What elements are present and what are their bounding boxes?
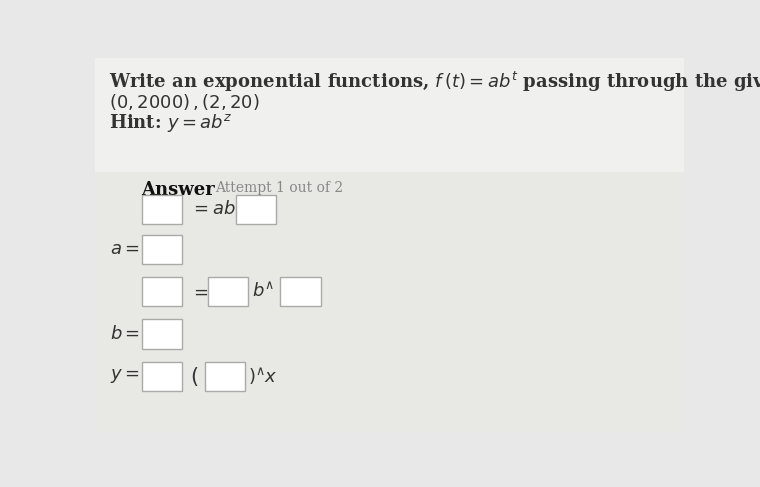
FancyBboxPatch shape <box>205 362 245 391</box>
Text: $=$: $=$ <box>189 283 208 301</box>
FancyBboxPatch shape <box>95 171 684 433</box>
FancyBboxPatch shape <box>141 235 182 264</box>
Text: $= ab^{\wedge}$: $= ab^{\wedge}$ <box>189 200 245 219</box>
FancyBboxPatch shape <box>141 277 182 306</box>
Text: $a =$: $a =$ <box>110 241 140 259</box>
FancyBboxPatch shape <box>280 277 321 306</box>
Text: $y =$: $y =$ <box>110 368 141 385</box>
FancyBboxPatch shape <box>95 58 684 433</box>
Text: Hint: $y = ab^z$: Hint: $y = ab^z$ <box>109 112 233 133</box>
Text: $(0, 2000)\,, (2, 20)$: $(0, 2000)\,, (2, 20)$ <box>109 92 260 112</box>
FancyBboxPatch shape <box>236 195 277 224</box>
FancyBboxPatch shape <box>95 58 684 171</box>
FancyBboxPatch shape <box>141 319 182 349</box>
Text: Write an exponential functions, $f\,(t) = ab^t$ passing through the given points: Write an exponential functions, $f\,(t) … <box>109 70 760 94</box>
Text: $($: $($ <box>189 365 198 388</box>
FancyBboxPatch shape <box>141 362 182 391</box>
FancyBboxPatch shape <box>208 277 249 306</box>
Text: Answer: Answer <box>141 181 215 199</box>
Text: Attempt 1 out of 2: Attempt 1 out of 2 <box>215 181 344 195</box>
Text: $)^{\wedge}x$: $)^{\wedge}x$ <box>248 366 277 387</box>
FancyBboxPatch shape <box>141 195 182 224</box>
Text: $b =$: $b =$ <box>110 325 141 343</box>
Text: $b^{\wedge}$: $b^{\wedge}$ <box>252 282 274 301</box>
